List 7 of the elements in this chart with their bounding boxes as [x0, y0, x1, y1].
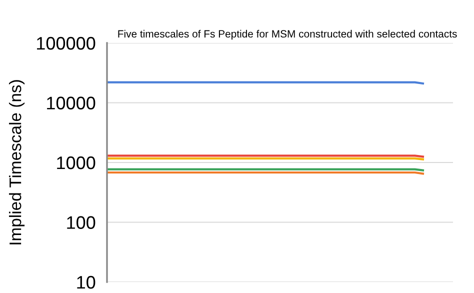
y-tick-label: 100000	[37, 36, 96, 50]
y-axis-title: Implied Timescale (ns)	[9, 80, 25, 244]
y-tick-label: 1000	[57, 156, 96, 170]
y-tick-label: 10000	[47, 96, 96, 110]
y-tick-label: 10	[77, 276, 96, 289]
y-tick-label: 100	[67, 216, 96, 229]
chart-title: Five timescales of Fs Peptide for MSM constructed with selected contacts	[118, 30, 457, 40]
